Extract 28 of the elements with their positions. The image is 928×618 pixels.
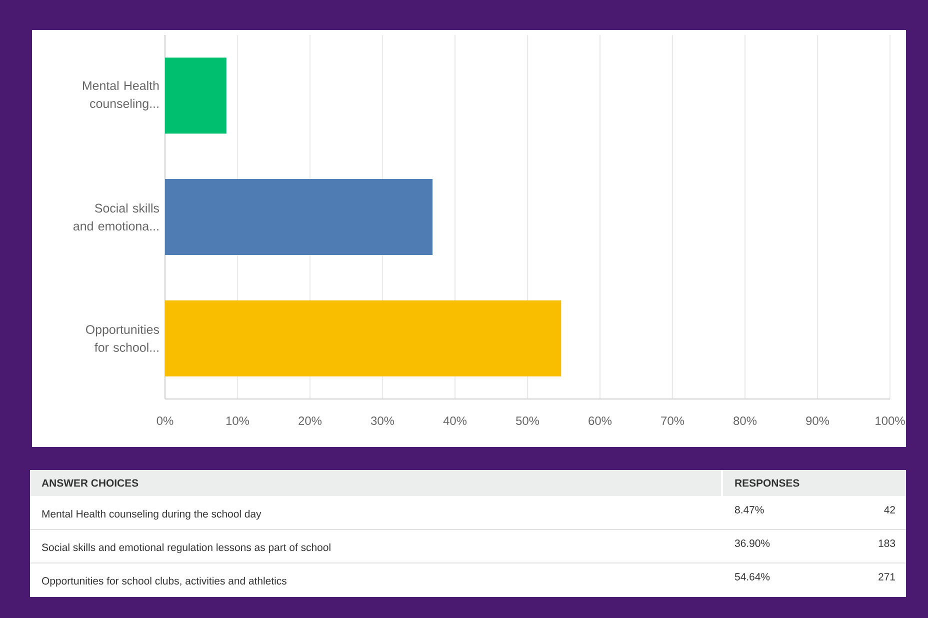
x-tick-label: 70% — [661, 416, 684, 425]
text: 42 — [884, 506, 895, 514]
text: Opportunities for school clubs, activities and athletics — [42, 576, 286, 587]
x-tick-label: 40% — [443, 416, 467, 425]
bar — [165, 58, 226, 134]
x-tick-label: 50% — [516, 416, 540, 425]
text: Social skills and emotional regulation lessons as part of school — [42, 543, 330, 554]
y-tick-label: Social skills and emotiona... — [73, 203, 160, 231]
text: 8.47% — [734, 506, 764, 514]
text: Mental Health counseling during the school day — [42, 510, 262, 520]
x-tick-label: 90% — [806, 416, 830, 425]
text: ANSWER CHOICES — [42, 479, 138, 487]
x-tick-label: 100% — [876, 416, 905, 425]
y-tick-label: Opportunities for school... — [86, 324, 160, 352]
bar — [165, 179, 433, 256]
text: 183 — [878, 540, 896, 547]
x-tick-label: 10% — [226, 416, 250, 425]
x-tick-label: 80% — [734, 416, 757, 425]
x-tick-label: 60% — [588, 416, 612, 425]
text: 36.90% — [734, 540, 770, 547]
x-tick-label: 0% — [156, 416, 174, 425]
x-tick-label: 30% — [370, 416, 394, 425]
x-tick-label: 20% — [298, 416, 322, 425]
text: 271 — [878, 573, 895, 580]
text: RESPONSES — [735, 479, 800, 487]
text: 54.64% — [734, 573, 770, 580]
y-tick-label: Mental Health counseling... — [82, 80, 159, 110]
bar — [165, 300, 562, 376]
